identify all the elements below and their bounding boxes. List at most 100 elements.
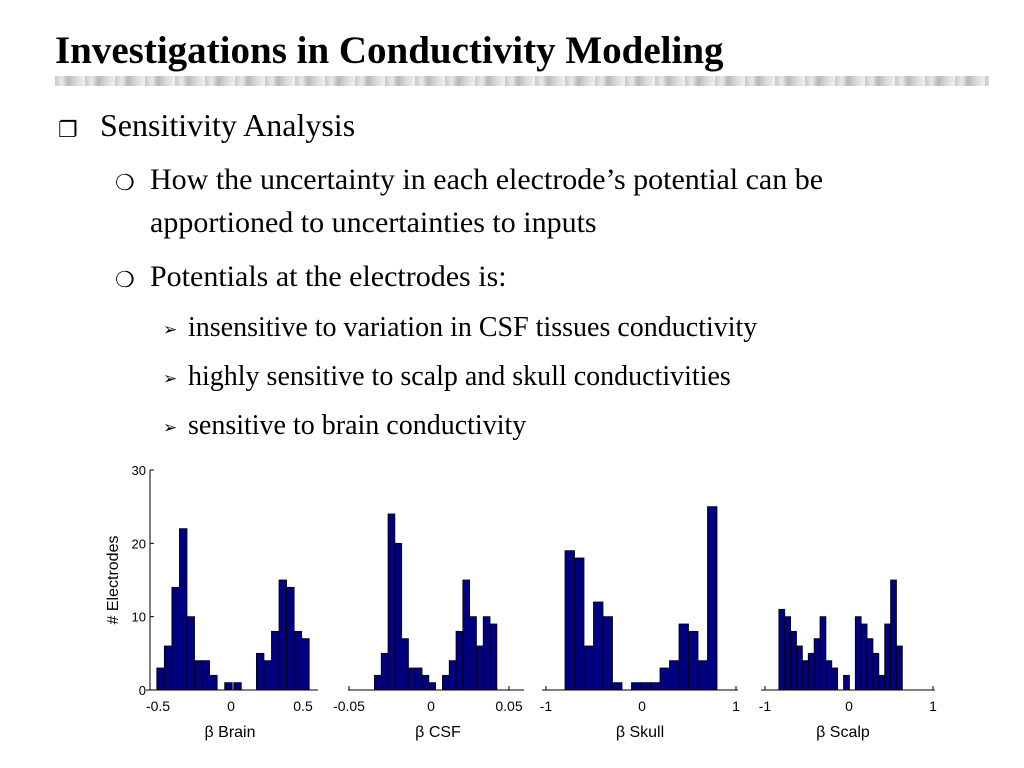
histogram-bar — [878, 674, 886, 691]
histogram-bar — [394, 542, 403, 691]
histogram-bar — [564, 550, 575, 691]
x-tick-label: 0.5 — [293, 698, 313, 714]
histogram-bar — [574, 557, 585, 691]
histogram-bar — [801, 660, 809, 691]
histogram-bar — [171, 586, 180, 691]
histogram-bar — [831, 667, 839, 691]
x-axis-label: β CSF — [415, 724, 461, 741]
histogram-bar — [186, 616, 195, 691]
y-axis-label: # Electrodes — [105, 536, 122, 625]
arrow-bullet-icon: ➢ — [163, 369, 178, 388]
histogram-bar — [890, 579, 897, 691]
histogram-bar — [476, 645, 484, 691]
histogram-bar — [163, 645, 173, 691]
square-bullet-icon: ❐ — [58, 117, 78, 142]
histogram-bar — [201, 660, 211, 691]
histogram-bar — [884, 623, 891, 691]
histogram-bar — [790, 630, 797, 691]
histogram-bar — [408, 667, 416, 691]
x-axis-label: β Scalp — [816, 724, 870, 741]
histogram-bar — [659, 667, 670, 691]
x-tick-label: 0 — [427, 698, 435, 714]
histogram-bar — [293, 630, 303, 691]
histogram-bar — [825, 660, 833, 691]
histogram-bar — [796, 645, 803, 691]
y-tick-label: 20 — [132, 536, 146, 551]
x-axis-label: β Skull — [616, 724, 664, 741]
histogram-bar — [872, 652, 880, 691]
histogram-bar — [784, 616, 792, 691]
x-tick-label: 1 — [929, 698, 937, 714]
arrow-bullet-icon: ➢ — [163, 320, 178, 339]
x-tick-label: 0.05 — [495, 698, 522, 714]
histogram-bar — [707, 506, 718, 691]
histogram-bar — [688, 630, 699, 691]
histogram-bar — [778, 608, 786, 691]
histogram-bar — [860, 623, 868, 691]
histogram-bar — [414, 667, 423, 691]
histogram-bar — [593, 601, 604, 691]
histogram-bar — [896, 645, 903, 691]
histogram-bar — [442, 674, 450, 691]
histogram-bar — [278, 579, 287, 691]
histogram-bar — [401, 638, 409, 691]
y-tick-label: 10 — [132, 610, 146, 625]
y-tick-label: 0 — [139, 683, 146, 698]
histogram-bar — [462, 579, 471, 691]
histogram-bar — [255, 652, 265, 691]
x-tick-label: 1 — [732, 698, 740, 714]
x-axis-label: β Brain — [205, 724, 256, 741]
histogram-bar — [819, 616, 827, 691]
x-tick-label: -1 — [540, 698, 553, 714]
histogram-bar — [271, 630, 280, 691]
histogram-bar — [650, 682, 661, 691]
histogram-bar — [469, 616, 477, 691]
histogram-bar — [678, 623, 689, 691]
item-bullet-1: insensitive to variation in CSF tissues … — [188, 312, 758, 343]
x-tick-label: 0 — [638, 698, 646, 714]
x-tick-label: -1 — [759, 698, 772, 714]
slide-title: Investigations in Conductivity Modeling — [55, 29, 724, 72]
circle-bullet-icon: ❍ — [115, 170, 135, 195]
x-tick-label: -0.05 — [333, 698, 365, 714]
histogram-bar — [286, 586, 295, 691]
sub-bullet-2: Potentials at the electrodes is: — [150, 260, 507, 293]
histogram-bar — [421, 674, 430, 691]
histogram-bar — [179, 528, 188, 691]
histogram-bar — [233, 682, 242, 691]
histogram-bar — [482, 616, 491, 691]
histogram-bar — [194, 660, 203, 691]
histogram-bar — [854, 616, 862, 691]
item-bullet-2: highly sensitive to scalp and skull cond… — [188, 361, 731, 392]
histogram-bar — [301, 638, 310, 691]
histogram-bar — [583, 645, 594, 691]
histogram-bar — [669, 660, 680, 691]
histogram-bar — [697, 660, 708, 691]
histogram-bar — [602, 616, 613, 691]
sub-bullet-1-line-2: apportioned to uncertainties to inputs — [150, 206, 597, 239]
y-tick-label: 30 — [132, 463, 146, 478]
item-bullet-3: sensitive to brain conductivity — [188, 410, 527, 441]
histogram-bar — [374, 674, 382, 691]
sub-bullet-1-line-1: How the uncertainty in each electrode’s … — [150, 163, 824, 196]
histogram-bar — [612, 682, 623, 691]
histogram-bar — [428, 682, 437, 691]
x-tick-label: -0.5 — [146, 698, 170, 714]
histogram-bar — [866, 638, 874, 691]
histogram-bar — [813, 638, 821, 691]
histogram-bar — [455, 630, 464, 691]
main-bullet-text: Sensitivity Analysis — [100, 107, 356, 143]
arrow-bullet-icon: ➢ — [163, 418, 178, 437]
histogram-bar — [387, 513, 396, 691]
histogram-bar — [209, 674, 218, 691]
histogram-bar — [380, 652, 389, 691]
x-tick-label: 0 — [227, 698, 235, 714]
histogram-bar — [489, 623, 498, 691]
histogram-bar — [448, 660, 457, 691]
histogram-bar — [807, 652, 815, 691]
x-tick-label: 0 — [845, 698, 853, 714]
histogram-bar — [631, 682, 642, 691]
circle-bullet-icon: ❍ — [115, 267, 135, 292]
title-divider — [55, 76, 989, 86]
